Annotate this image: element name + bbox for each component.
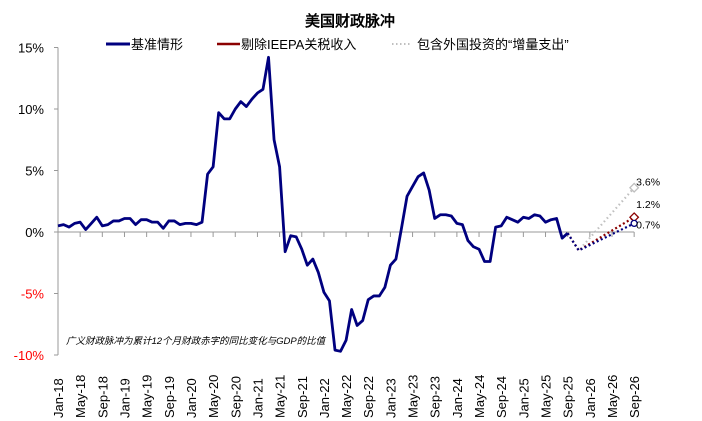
x-tick-label: Jan-22 xyxy=(317,378,332,418)
x-tick-label: Jan-20 xyxy=(184,378,199,418)
end-value-label: 1.2% xyxy=(636,199,660,211)
legend: 基准情形 剔除IEEPA关税收入 包含外国投资的“增量支出” xyxy=(106,37,569,52)
legend-label-baseline: 基准情形 xyxy=(131,37,183,52)
projection-line-2 xyxy=(566,186,635,253)
x-tick-label: May-20 xyxy=(206,375,221,418)
chart-title: 美国财政脉冲 xyxy=(305,12,395,30)
x-tick-label: May-21 xyxy=(273,375,288,418)
y-tick-label: 10% xyxy=(18,102,44,117)
x-tick-label: Jan-24 xyxy=(450,378,465,418)
x-tick-label: Sep-19 xyxy=(162,376,177,418)
end-marker-diamond xyxy=(628,182,640,193)
y-tick-label: 15% xyxy=(18,41,44,56)
end-marker-circle xyxy=(630,219,638,228)
x-tick-label: Jan-25 xyxy=(516,378,531,418)
projection-line-1 xyxy=(566,216,635,252)
y-tick-label: 0% xyxy=(25,225,44,240)
y-tick-label: -5% xyxy=(21,287,45,302)
x-tick-label: May-19 xyxy=(140,375,155,418)
legend-label-foreign-invest: 包含外国投资的“增量支出” xyxy=(417,37,569,52)
x-tick-label: Sep-22 xyxy=(361,376,376,418)
end-marker-square xyxy=(628,212,640,223)
x-tick-label: Sep-24 xyxy=(494,376,509,418)
x-tick-label: Jan-23 xyxy=(383,378,398,418)
annotation: 广义财政脉冲为累计12个月财政赤字的同比变化与GDP的比值 xyxy=(66,335,327,347)
x-tick-label: May-23 xyxy=(406,375,421,418)
x-tick-label: Sep-26 xyxy=(627,376,642,418)
x-tick-label: Sep-21 xyxy=(295,376,310,418)
y-tick-label: -10% xyxy=(14,348,45,363)
x-tick-label: Jan-21 xyxy=(250,378,265,418)
x-tick-label: Sep-18 xyxy=(95,376,110,418)
x-tick-label: May-24 xyxy=(472,375,487,418)
x-tick-label: Sep-20 xyxy=(228,376,243,418)
legend-label-ex-ieepa: 剔除IEEPA关税收入 xyxy=(241,37,356,52)
x-tick-label: May-18 xyxy=(73,375,88,418)
x-tick-label: May-25 xyxy=(539,375,554,418)
end-value-label: 0.7% xyxy=(636,219,660,231)
baseline-history-line xyxy=(57,55,569,353)
y-tick-label: 5% xyxy=(25,164,44,179)
x-tick-label: Sep-23 xyxy=(428,376,443,418)
x-tick-label: Jan-26 xyxy=(583,378,598,418)
x-tick-label: Jan-18 xyxy=(51,378,66,418)
x-tick-label: Jan-19 xyxy=(117,378,132,418)
x-tick-label: May-22 xyxy=(339,375,354,418)
x-tick-label: Sep-25 xyxy=(561,376,576,418)
x-tick-label: May-26 xyxy=(605,375,620,418)
end-value-label: 3.6% xyxy=(636,177,660,189)
